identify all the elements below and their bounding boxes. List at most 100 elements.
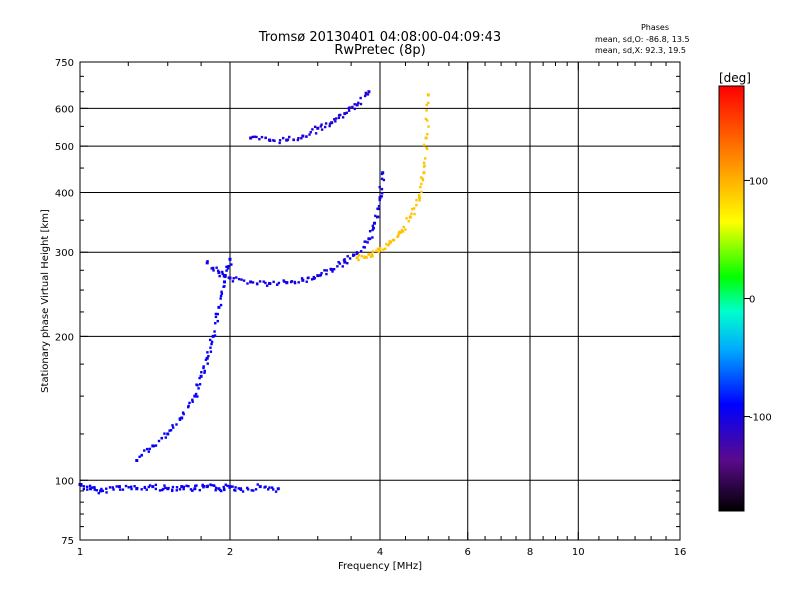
trace-point — [178, 417, 181, 420]
trace-point — [167, 486, 170, 490]
trace-point — [237, 487, 240, 490]
trace-point — [353, 107, 356, 111]
trace-point — [168, 429, 171, 432]
data-point — [422, 171, 426, 175]
trace-point — [129, 485, 133, 488]
trace-point — [338, 262, 342, 265]
trace-point — [250, 489, 253, 492]
trace-point — [203, 371, 206, 374]
trace-point — [377, 250, 381, 254]
trace-point — [351, 105, 354, 109]
trace-point — [300, 277, 304, 280]
trace-point — [206, 362, 209, 365]
trace-point — [310, 278, 314, 281]
trace-point — [424, 117, 428, 121]
trace-point — [171, 489, 174, 493]
trace-point — [140, 488, 143, 491]
trace-point — [253, 135, 256, 138]
trace-point — [346, 261, 349, 265]
trace-point — [380, 187, 384, 191]
data-point — [399, 230, 403, 234]
trace-point — [264, 136, 267, 140]
trace-point — [357, 258, 360, 262]
trace-point — [182, 487, 185, 491]
trace-point — [196, 395, 199, 398]
trace-point — [206, 260, 209, 263]
trace-point — [359, 250, 363, 253]
data-point — [408, 215, 412, 219]
trace-point — [382, 178, 386, 182]
data-point — [378, 196, 382, 200]
trace-point — [210, 340, 214, 344]
trace-point — [388, 242, 391, 246]
x-tick-label: 8 — [527, 547, 533, 558]
trace-point — [216, 319, 219, 323]
trace-point — [214, 489, 217, 492]
trace-point — [323, 269, 326, 272]
trace-point — [371, 254, 374, 258]
trace-point — [320, 272, 323, 275]
trace-point — [213, 484, 216, 488]
trace-point — [277, 281, 281, 285]
trace-point — [281, 136, 285, 140]
trace-point — [115, 485, 118, 488]
trace-point — [241, 490, 245, 493]
trace-point — [230, 263, 233, 266]
trace-point — [214, 312, 218, 316]
data-point — [180, 485, 184, 489]
trace-point — [297, 281, 300, 284]
y-tick-label: 75 — [61, 536, 74, 547]
trace-point — [332, 268, 336, 271]
trace-point — [105, 491, 108, 494]
trace-point — [255, 135, 258, 139]
trace-point — [273, 139, 276, 143]
trace-point — [309, 131, 312, 134]
trace-point — [88, 484, 92, 488]
trace-point — [208, 338, 212, 342]
data-point — [249, 280, 253, 284]
trace-point — [251, 135, 254, 139]
x-axis-ticks: 1 2 4 6 8 10 16 — [77, 62, 686, 558]
trace-point — [371, 250, 374, 253]
y-tick-label: 400 — [55, 188, 74, 199]
data-point — [249, 136, 253, 140]
trace-point — [368, 230, 372, 233]
trace-point — [163, 432, 166, 435]
y-tick-label: 600 — [55, 104, 74, 115]
trace-point — [218, 274, 221, 278]
trace-point — [319, 125, 323, 128]
trace-point — [313, 125, 317, 128]
y-tick-label: 750 — [55, 58, 74, 69]
data-point — [316, 126, 320, 130]
trace-point — [147, 485, 151, 489]
trace-point — [423, 157, 427, 160]
trace-point — [319, 273, 323, 277]
data-point — [211, 334, 215, 338]
trace-point — [365, 256, 368, 259]
colorbar-tick-label: -100 — [749, 413, 772, 424]
trace-point — [413, 212, 416, 216]
trace-point — [425, 109, 428, 112]
data-point — [228, 257, 232, 261]
trace-point — [256, 483, 259, 486]
trace-point — [163, 484, 166, 487]
trace-point — [282, 279, 285, 282]
trace-point — [216, 269, 220, 272]
trace-point — [272, 280, 275, 284]
trace-point — [171, 485, 175, 489]
chart-subtitle: RwPretec (8p) — [334, 43, 425, 58]
trace-point — [231, 485, 234, 488]
data-point — [117, 485, 121, 489]
trace-point — [216, 312, 219, 316]
trace-point — [324, 122, 328, 125]
trace-point — [171, 426, 175, 429]
trace-point — [207, 354, 210, 358]
trace-point — [275, 283, 279, 286]
trace-point — [355, 251, 359, 254]
trace-point — [377, 205, 381, 208]
trace-point — [209, 346, 212, 349]
trace-point — [417, 193, 421, 197]
trace-point — [220, 489, 223, 493]
trace-point — [127, 486, 130, 489]
trace-point — [254, 488, 258, 491]
